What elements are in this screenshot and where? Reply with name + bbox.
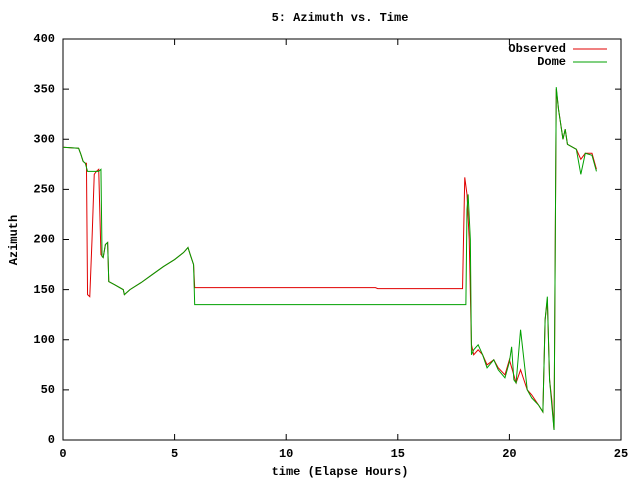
x-tick-label: 25 [614, 447, 628, 461]
x-tick-label: 10 [279, 447, 293, 461]
x-tick-label: 5 [171, 447, 178, 461]
legend-label: Dome [537, 55, 566, 69]
plot-frame [62, 38, 622, 441]
y-tick-label: 300 [33, 132, 55, 146]
legend-label: Observed [508, 42, 566, 56]
y-tick-label: 0 [48, 433, 55, 447]
y-tick-label: 400 [33, 32, 55, 46]
y-axis-label: Azimuth [7, 215, 21, 265]
y-tick-label: 250 [33, 183, 55, 197]
x-tick-label: 0 [59, 447, 66, 461]
chart-title: 5: Azimuth vs. Time [272, 11, 409, 25]
x-tick-label: 20 [502, 447, 516, 461]
y-tick-label: 350 [33, 82, 55, 96]
y-tick-label: 50 [41, 383, 55, 397]
y-tick-label: 200 [33, 233, 55, 247]
x-tick-label: 15 [391, 447, 405, 461]
x-axis-label: time (Elapse Hours) [272, 465, 409, 479]
line-series [62, 87, 597, 431]
y-tick-label: 100 [33, 333, 55, 347]
y-tick-label: 150 [33, 283, 55, 297]
